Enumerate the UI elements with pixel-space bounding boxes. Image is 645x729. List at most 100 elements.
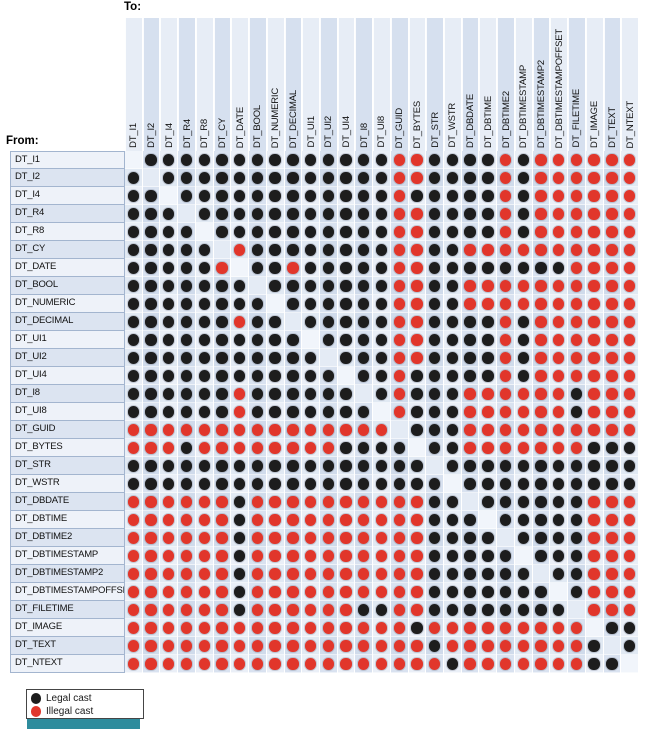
col-header-label: DT_UI8 <box>376 116 388 148</box>
legal-cast-dot-icon <box>251 153 264 166</box>
legal-cast-dot-icon <box>198 153 210 166</box>
illegal-cast-dot-icon <box>606 567 618 580</box>
legal-cast-dot-icon <box>411 459 423 472</box>
cast-cell-dt_str-to-dt_dbtimestampoffset <box>550 457 568 475</box>
cast-cell-dt_r8-to-dt_dbtimestamp <box>514 223 532 241</box>
cast-cell-dt_i8-to-dt_bool <box>249 385 266 403</box>
cast-cell-dt_numeric-to-dt_date <box>231 295 249 313</box>
cast-cell-dt_i8-to-dt_text <box>603 385 621 403</box>
cast-cell-dt_r4-to-dt_numeric <box>266 205 284 223</box>
cast-cell-dt_i4-to-dt_bytes <box>408 187 426 205</box>
legal-cast-dot-icon <box>482 225 494 238</box>
cast-cell-dt_image-to-dt_dbtimestamp2 <box>532 619 550 637</box>
legal-cast-dot-icon <box>322 333 334 346</box>
illegal-cast-dot-icon <box>375 585 388 598</box>
cast-cell-dt_text-to-dt_i4 <box>160 637 178 655</box>
cast-cell-dt_i8-to-dt_filetime <box>568 385 585 403</box>
cast-cell-dt_ui2-to-dt_guid <box>390 349 408 367</box>
illegal-cast-dot-icon <box>623 333 636 346</box>
illegal-cast-dot-icon <box>553 333 565 346</box>
row-label-dt_dbtime: DT_DBTIME <box>10 511 125 529</box>
illegal-cast-dot-icon <box>588 567 600 580</box>
illegal-cast-dot-icon <box>287 585 299 598</box>
col-header-label: DT_NTEXT <box>624 100 636 149</box>
cast-cell-dt_numeric-to-dt_dbtimestamp2 <box>532 295 550 313</box>
cast-cell-dt_i2-to-dt_image <box>585 169 603 187</box>
cast-cell-dt_numeric-to-dt_wstr <box>444 295 461 313</box>
illegal-cast-dot-icon <box>216 639 228 652</box>
legal-cast-dot-icon <box>606 621 618 634</box>
cast-cell-dt_dbtime2-to-dt_ui4 <box>337 529 355 547</box>
legal-cast-dot-icon <box>553 603 565 616</box>
legal-cast-dot-icon <box>428 189 441 202</box>
col-header-label: DT_R4 <box>181 118 193 148</box>
illegal-cast-dot-icon <box>180 585 193 598</box>
legal-cast-dot-icon <box>482 477 494 490</box>
illegal-cast-dot-icon <box>411 153 423 166</box>
cast-cell-dt_cy-to-dt_dbtime <box>479 241 497 259</box>
illegal-cast-dot-icon <box>127 531 140 544</box>
cast-cell-dt_bytes-to-dt_ui2 <box>319 439 337 457</box>
cast-cell-dt_bytes-to-dt_i4 <box>160 439 178 457</box>
illegal-cast-dot-icon <box>464 621 476 634</box>
cast-cell-dt_i8-to-dt_cy <box>213 385 231 403</box>
legal-cast-dot-icon <box>340 297 352 310</box>
cast-cell-dt_i8-to-dt_numeric <box>266 385 284 403</box>
cast-cell-dt_ui1-to-dt_i8 <box>355 331 373 349</box>
cast-cell-dt_dbdate-to-dt_numeric <box>266 493 284 511</box>
cast-cell-dt_ui4-to-dt_ui1 <box>302 367 319 385</box>
cast-cell-dt_bool-to-dt_ui8 <box>373 277 390 295</box>
legal-cast-dot-icon <box>234 585 246 598</box>
cast-cell-dt_wstr-to-dt_i1 <box>125 475 142 493</box>
illegal-cast-dot-icon <box>535 333 547 346</box>
illegal-cast-dot-icon <box>623 513 636 526</box>
legal-cast-dot-icon <box>517 189 529 202</box>
cast-cell-dt_dbtimestampoffset-to-dt_cy <box>213 583 231 601</box>
cast-cell-dt_dbtimestamp-to-dt_bytes <box>408 547 426 565</box>
illegal-cast-dot-icon <box>570 351 583 364</box>
cast-cell-dt_wstr-to-dt_bytes <box>408 475 426 493</box>
legal-cast-dot-icon <box>145 477 157 490</box>
legal-cast-dot-icon <box>287 189 299 202</box>
cast-cell-dt_i1-to-dt_numeric <box>266 151 284 169</box>
cast-cell-dt_decimal-to-dt_ui4 <box>337 313 355 331</box>
cast-cell-dt_dbtime2-to-dt_dbtime <box>479 529 497 547</box>
legal-cast-dot-icon <box>517 333 529 346</box>
illegal-cast-dot-icon <box>570 333 583 346</box>
cast-cell-dt_dbdate-to-dt_bytes <box>408 493 426 511</box>
illegal-cast-dot-icon <box>535 243 547 256</box>
cast-cell-dt_decimal-to-dt_ui1 <box>302 313 319 331</box>
illegal-cast-dot-icon <box>163 549 175 562</box>
illegal-cast-dot-icon <box>145 513 157 526</box>
legal-cast-dot-icon <box>464 513 476 526</box>
legal-cast-dot-icon <box>163 261 175 274</box>
cast-cell-dt_dbtimestamp2-to-dt_wstr <box>444 565 461 583</box>
legal-cast-dot-icon <box>482 603 494 616</box>
cast-cell-dt_guid-to-dt_r4 <box>178 421 195 439</box>
cast-cell-dt_image-to-dt_i4 <box>160 619 178 637</box>
cast-cell-dt_numeric-to-dt_numeric <box>266 295 284 313</box>
legal-cast-dot-icon <box>145 261 157 274</box>
cast-cell-dt_i1-to-dt_i1 <box>125 151 142 169</box>
illegal-cast-dot-icon <box>623 279 636 292</box>
cast-cell-dt_ui2-to-dt_ui8 <box>373 349 390 367</box>
legal-cast-dot-icon <box>375 297 388 310</box>
legal-cast-dot-icon <box>428 423 441 436</box>
cast-cell-dt_ui1-to-dt_decimal <box>284 331 302 349</box>
illegal-cast-dot-icon <box>145 423 157 436</box>
cast-cell-dt_filetime-to-dt_guid <box>390 601 408 619</box>
cast-cell-dt_decimal-to-dt_i8 <box>355 313 373 331</box>
legal-cast-dot-icon <box>269 153 281 166</box>
cast-cell-dt_str-to-dt_i4 <box>160 457 178 475</box>
illegal-cast-dot-icon <box>393 315 405 328</box>
cast-cell-dt_text-to-dt_guid <box>390 637 408 655</box>
cast-cell-dt_i1-to-dt_image <box>585 151 603 169</box>
legal-cast-dot-icon <box>340 225 352 238</box>
cast-cell-dt_dbtimestamp-to-dt_cy <box>213 547 231 565</box>
cast-cell-dt_cy-to-dt_i8 <box>355 241 373 259</box>
legal-cast-dot-icon <box>606 657 618 670</box>
legal-cast-dot-icon <box>127 207 140 220</box>
illegal-cast-dot-icon <box>180 423 193 436</box>
illegal-cast-dot-icon <box>198 567 210 580</box>
cast-cell-dt_text-to-dt_str <box>426 637 444 655</box>
